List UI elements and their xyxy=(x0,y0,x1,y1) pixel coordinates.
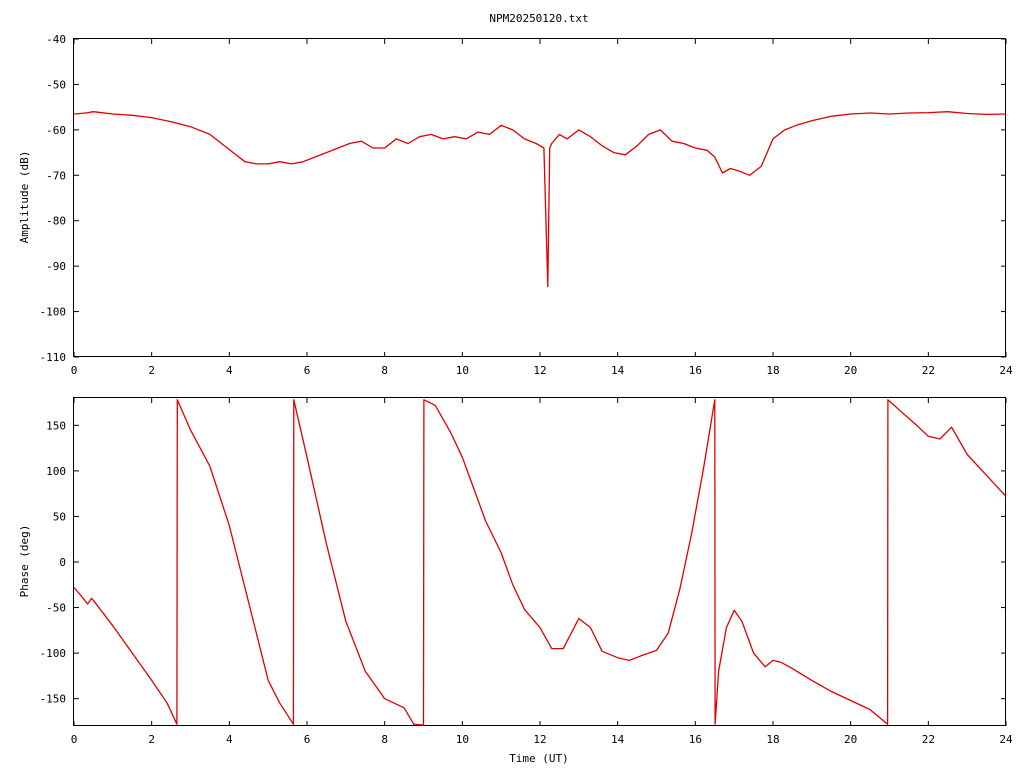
phase-x-tick-label: 8 xyxy=(381,733,388,746)
phase-ticks: 0 2 4 6 8 10 12 14 16 18 20 22 24150100500-50-100-15… xyxy=(40,398,1013,746)
phase-y-tick-label: -150 xyxy=(40,693,67,706)
phase-series-line xyxy=(73,399,1007,726)
phase-y-tick-label: -100 xyxy=(40,647,67,660)
amplitude-x-tick-label: 10 xyxy=(456,364,469,377)
phase-x-tick-label: 4 xyxy=(226,733,233,746)
phase-y-tick-label: 150 xyxy=(46,419,66,432)
amplitude-x-tick-label: 22 xyxy=(922,364,935,377)
amplitude-x-tick-label: 14 xyxy=(611,364,625,377)
amplitude-x-tick-label: 20 xyxy=(844,364,857,377)
amplitude-x-tick-label: 18 xyxy=(766,364,779,377)
amplitude-x-tick-label: 16 xyxy=(689,364,702,377)
amplitude-x-tick-label: 12 xyxy=(533,364,546,377)
amplitude-y-tick-label: -80 xyxy=(46,215,66,228)
amplitude-y-tick-label: -90 xyxy=(46,260,66,273)
amplitude-y-tick-label: -40 xyxy=(46,33,66,46)
amplitude-x-tick-label: 8 xyxy=(381,364,388,377)
phase-x-tick-label: 14 xyxy=(611,733,625,746)
amplitude-y-tick-label: -70 xyxy=(46,169,66,182)
amplitude-ticks: 0 2 4 6 8 10 12 14 16 18 20 22 24-40-50-60-70-80-90-… xyxy=(40,33,1013,377)
phase-x-tick-label: 24 xyxy=(999,733,1013,746)
amplitude-plot-frame xyxy=(73,38,1006,357)
amplitude-y-tick-label: -60 xyxy=(46,124,66,137)
amplitude-x-tick-label: 4 xyxy=(226,364,233,377)
phase-y-tick-label: 50 xyxy=(53,510,66,523)
amplitude-y-axis-label: Amplitude (dB) xyxy=(18,151,31,244)
amplitude-x-tick-label: 24 xyxy=(999,364,1013,377)
amplitude-x-tick-label: 2 xyxy=(148,364,155,377)
amplitude-series xyxy=(73,111,1007,288)
phase-x-tick-label: 6 xyxy=(304,733,311,746)
amplitude-series-line xyxy=(73,111,1007,288)
x-axis-label: Time (UT) xyxy=(509,752,569,765)
phase-y-tick-label: 100 xyxy=(46,465,66,478)
phase-x-tick-label: 18 xyxy=(766,733,779,746)
amplitude-y-tick-label: -110 xyxy=(40,351,67,364)
amplitude-x-tick-label: 6 xyxy=(304,364,311,377)
amplitude-plot: 0 2 4 6 8 10 12 14 16 18 20 22 24-40-50-60-70-80-90-… xyxy=(18,33,1013,377)
phase-x-tick-label: 10 xyxy=(456,733,469,746)
phase-x-tick-label: 20 xyxy=(844,733,857,746)
amplitude-y-tick-label: -100 xyxy=(40,306,67,319)
phase-x-tick-label: 22 xyxy=(922,733,935,746)
amplitude-x-tick-label: 0 xyxy=(71,364,78,377)
phase-y-axis-label: Phase (deg) xyxy=(18,525,31,598)
phase-x-tick-label: 12 xyxy=(533,733,546,746)
chart-title: NPM20250120.txt xyxy=(489,12,588,25)
phase-y-tick-label: -50 xyxy=(46,602,66,615)
phase-x-tick-label: 16 xyxy=(689,733,702,746)
phase-plot: 0 2 4 6 8 10 12 14 16 18 20 22 24150100500-50-100-15… xyxy=(18,397,1013,765)
phase-plot-frame xyxy=(73,397,1006,726)
amplitude-y-tick-label: -50 xyxy=(46,78,66,91)
phase-x-tick-label: 0 xyxy=(71,733,78,746)
phase-series xyxy=(73,399,1007,726)
phase-x-tick-label: 2 xyxy=(148,733,155,746)
phase-y-tick-label: 0 xyxy=(59,556,66,569)
